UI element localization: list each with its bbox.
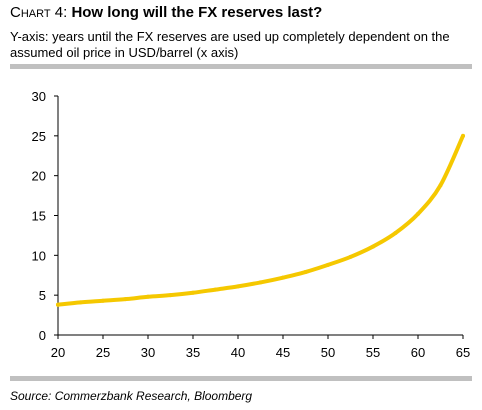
data-point	[438, 183, 443, 188]
data-point	[416, 211, 420, 216]
data-point	[56, 302, 60, 307]
data-point	[281, 275, 285, 280]
x-axis-ticks: 20 25 30 35 40 45 50 55 60 65	[51, 335, 470, 360]
y-axis-ticks: 0 5 10 15 20 25 30	[32, 89, 58, 343]
data-point	[101, 298, 105, 303]
data-point	[348, 254, 353, 259]
data-point	[326, 262, 330, 267]
x-tick-label: 55	[366, 345, 380, 360]
x-tick-label: 40	[231, 345, 245, 360]
data-point	[303, 270, 308, 275]
series-line-0	[56, 133, 465, 307]
y-tick-label: 30	[32, 89, 46, 104]
data-point	[258, 280, 263, 285]
data-point	[213, 287, 218, 292]
y-tick-label: 5	[39, 288, 46, 303]
y-tick-label: 25	[32, 129, 46, 144]
x-tick-label: 35	[186, 345, 200, 360]
chart-subtitle: Y-axis: years until the FX reserves are …	[10, 29, 450, 60]
data-point	[371, 244, 375, 249]
x-tick-label: 25	[96, 345, 110, 360]
y-tick-label: 15	[32, 209, 46, 224]
data-point	[168, 293, 173, 298]
data-point	[393, 231, 398, 236]
x-tick-label: 30	[141, 345, 155, 360]
y-tick-label: 20	[32, 169, 46, 184]
x-tick-label: 45	[276, 345, 290, 360]
x-tick-label: 60	[411, 345, 425, 360]
data-point	[461, 133, 465, 138]
data-point	[78, 300, 83, 305]
y-tick-label: 0	[39, 328, 46, 343]
x-tick-label: 20	[51, 345, 65, 360]
bottom-rule	[10, 376, 472, 381]
source-note: Source: Commerzbank Research, Bloomberg	[10, 389, 253, 403]
x-tick-label: 50	[321, 345, 335, 360]
top-rule	[10, 64, 472, 69]
data-point	[123, 297, 128, 302]
series-group	[56, 133, 465, 307]
chart-title-text: How long will the FX reserves last?	[71, 4, 323, 21]
chart-title: Chart 4: How long will the FX reserves l…	[10, 4, 322, 21]
chart-number: Chart 4:	[10, 4, 72, 21]
data-point	[146, 294, 150, 299]
y-tick-label: 10	[32, 248, 46, 263]
x-tick-label: 65	[456, 345, 470, 360]
data-point	[191, 290, 195, 295]
data-point	[236, 284, 240, 289]
